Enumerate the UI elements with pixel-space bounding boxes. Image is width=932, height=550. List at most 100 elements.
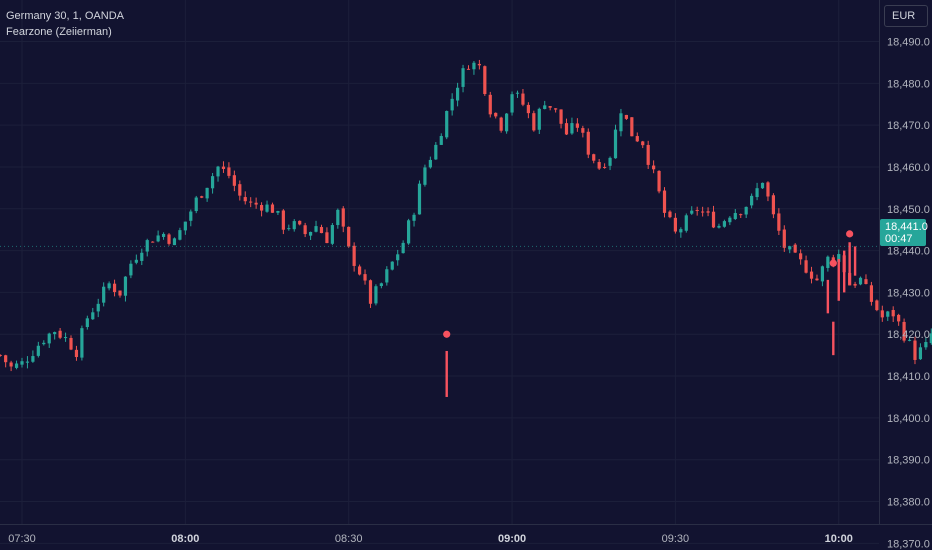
candle-body xyxy=(9,362,13,367)
candle-body xyxy=(308,231,313,236)
candle-body xyxy=(815,278,819,281)
candle-body xyxy=(63,337,68,339)
candle-body xyxy=(505,113,509,132)
candle-body xyxy=(690,210,694,214)
candle-body xyxy=(488,94,492,115)
candles xyxy=(0,59,932,372)
candle-body xyxy=(112,283,117,293)
y-tick-label: 18,370.0 xyxy=(887,538,930,550)
candle-body xyxy=(232,175,236,186)
candle-body xyxy=(357,266,362,275)
currency-button[interactable]: EUR xyxy=(884,5,928,27)
candle-body xyxy=(172,238,177,246)
candle-body xyxy=(924,342,928,348)
candle-body xyxy=(619,113,623,132)
candle-body xyxy=(907,339,912,341)
candle-body xyxy=(69,337,73,350)
candle-body xyxy=(515,92,520,94)
candle-body xyxy=(837,254,841,262)
candle-body xyxy=(439,136,443,145)
fearzone-dot xyxy=(829,259,837,267)
candle-body xyxy=(200,196,204,198)
x-tick-label: 08:00 xyxy=(171,533,199,545)
candle-body xyxy=(74,349,79,358)
candle-body xyxy=(25,361,30,363)
candle-body xyxy=(406,220,411,244)
candle-body xyxy=(913,340,917,360)
candle-body xyxy=(684,215,688,231)
fearzone-markers xyxy=(0,230,879,397)
candle-body xyxy=(793,244,797,253)
candle-body xyxy=(363,274,367,281)
fearzone-bar xyxy=(848,242,851,285)
current-price-value: 18,441.0 xyxy=(885,221,928,233)
fearzone-bar xyxy=(826,279,830,314)
candle-body xyxy=(434,144,438,160)
candle-body xyxy=(374,286,378,304)
y-tick-label: 18,450.0 xyxy=(887,204,930,216)
candle-body xyxy=(189,211,193,221)
candle-body xyxy=(428,159,432,168)
candle-body xyxy=(161,233,166,237)
candle-body xyxy=(902,321,906,341)
candle-body xyxy=(701,211,705,213)
candle-body xyxy=(385,269,389,283)
fearzone-bar xyxy=(842,250,846,293)
candle-body xyxy=(548,106,552,108)
candle-body xyxy=(390,261,394,270)
candle-body xyxy=(581,128,585,133)
candle-body xyxy=(679,229,683,233)
candle-body xyxy=(635,136,639,142)
candle-body xyxy=(254,202,258,205)
candle-body xyxy=(477,63,481,66)
candle-body xyxy=(788,246,792,250)
candle-body xyxy=(314,226,318,232)
y-tick-label: 18,400.0 xyxy=(887,413,930,425)
candle-body xyxy=(461,68,465,87)
candle-body xyxy=(804,260,808,273)
price-axis[interactable]: 18,490.0 18,480.0 18,470.0 18,460.0 18,450.0… xyxy=(887,37,930,550)
candle-body xyxy=(123,276,128,296)
fearzone-bar xyxy=(832,321,835,356)
candle-body xyxy=(20,361,24,365)
candle-body xyxy=(499,117,503,131)
candle-body xyxy=(270,204,275,213)
candle-body xyxy=(221,166,226,169)
candle-body xyxy=(820,266,825,282)
candle-body xyxy=(298,220,302,225)
x-tick-label: 07:30 xyxy=(8,533,36,545)
chart-legend: Germany 30, 1, OANDA Fearzone (Zeiierman… xyxy=(6,8,124,40)
candle-body xyxy=(766,182,770,197)
fearzone-dot xyxy=(443,330,451,338)
candle-body xyxy=(897,314,901,322)
candle-body xyxy=(227,167,231,176)
symbol-title[interactable]: Germany 30, 1, OANDA xyxy=(6,10,124,22)
candle-body xyxy=(145,240,149,252)
candle-body xyxy=(401,242,405,254)
candle-body xyxy=(673,217,677,232)
bar-countdown: 00:47 xyxy=(885,233,913,245)
candle-body xyxy=(575,123,579,128)
candle-body xyxy=(450,98,454,111)
candle-body xyxy=(412,214,416,221)
candle-body xyxy=(330,225,334,244)
candle-body xyxy=(118,290,122,296)
candle-body xyxy=(570,123,574,134)
candle-body xyxy=(417,183,422,215)
candle-body xyxy=(641,141,645,146)
candle-body xyxy=(483,66,487,95)
candle-body xyxy=(325,232,329,244)
candle-body xyxy=(646,144,650,165)
candle-body xyxy=(102,286,106,303)
candle-body xyxy=(276,210,280,213)
candle-body xyxy=(695,209,699,211)
candle-body xyxy=(292,221,296,230)
candle-body xyxy=(151,241,155,243)
indicator-title[interactable]: Fearzone (Zeiierman) xyxy=(6,26,112,38)
time-axis[interactable]: 07:3008:0008:3009:0009:3010:0010:3011:00… xyxy=(8,533,932,545)
candle-body xyxy=(858,277,863,285)
candle-body xyxy=(543,105,547,110)
candle-body xyxy=(782,229,786,248)
